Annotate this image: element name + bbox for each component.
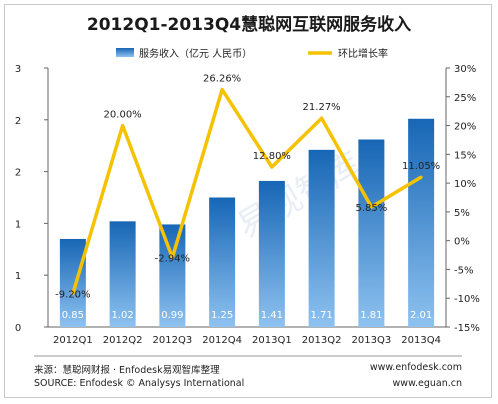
x-tick-label: 2012Q4	[202, 335, 242, 346]
bar-value-label: 1.81	[360, 310, 382, 321]
growth-rate-point	[71, 292, 75, 296]
bar	[59, 238, 86, 327]
right-tick-label: -5%	[454, 265, 473, 276]
left-tick-label: 3	[15, 64, 21, 75]
bar-value-label: 1.02	[111, 310, 133, 321]
bar	[159, 224, 186, 327]
left-tick-label: 1	[15, 271, 21, 282]
growth-rate-label: 11.05%	[402, 161, 440, 172]
growth-rate-label: 20.00%	[104, 110, 142, 121]
growth-rate-label: -9.20%	[55, 290, 90, 301]
right-tick-label: -15%	[454, 323, 480, 334]
bar	[358, 139, 385, 327]
growth-rate-label: 12.80%	[253, 151, 291, 162]
right-tick-label: -10%	[454, 294, 480, 305]
x-tick-label: 2012Q3	[153, 335, 193, 346]
x-tick-label: 2013Q1	[252, 335, 292, 346]
growth-rate-label: -2.94%	[155, 254, 190, 265]
bar-value-label: 0.99	[161, 310, 183, 321]
right-tick-label: 0%	[454, 237, 470, 248]
growth-rate-label: 5.85%	[355, 203, 387, 214]
growth-rate-point	[220, 88, 224, 92]
x-tick-label: 2013Q4	[401, 335, 441, 346]
legend-line-label: 环比增长率	[338, 47, 388, 60]
chart-title: 2012Q1-2013Q4慧聪网互联网服务收入	[86, 15, 412, 35]
growth-rate-label: 21.27%	[303, 102, 341, 113]
bar	[408, 118, 435, 327]
source-en: SOURCE: Enfodesk © Analysys Internationa…	[34, 378, 245, 389]
left-tick-label: 2	[15, 168, 21, 179]
site-eguan: www.eguan.cn	[392, 378, 462, 389]
growth-rate-point	[320, 116, 324, 120]
left-tick-label: 1	[15, 219, 21, 230]
x-tick-label: 2013Q2	[302, 335, 342, 346]
growth-rate-line	[71, 87, 423, 295]
legend-bar-swatch	[116, 48, 134, 57]
growth-rate-point	[170, 256, 174, 260]
bar	[209, 197, 236, 327]
bar	[258, 180, 285, 327]
watermark: 易观智库	[231, 144, 369, 247]
site-enfodesk: www.enfodesk.com	[369, 362, 462, 373]
right-tick-label: 10%	[454, 179, 476, 190]
growth-rate-point	[419, 175, 423, 179]
bar	[308, 149, 335, 327]
legend-bar-label: 服务收入（亿元 人民币）	[139, 47, 252, 60]
right-tick-label: 20%	[454, 122, 476, 133]
growth-rate-point	[369, 205, 373, 209]
bar-value-label: 1.41	[261, 310, 283, 321]
x-tick-label: 2012Q2	[103, 335, 143, 346]
growth-rate-label: 26.26%	[203, 74, 241, 85]
bar-value-label: 2.01	[410, 310, 432, 321]
growth-rate-point	[270, 165, 274, 169]
x-tick-label: 2012Q1	[53, 335, 93, 346]
source-cn: 来源：慧聪网财报 · Enfodesk易观智库整理	[34, 365, 220, 376]
right-tick-label: 15%	[454, 150, 476, 161]
bar-value-label: 1.25	[211, 310, 233, 321]
right-tick-label: 25%	[454, 93, 476, 104]
right-tick-label: 5%	[454, 208, 470, 219]
bar-value-label: 1.71	[310, 310, 332, 321]
right-tick-label: 30%	[454, 64, 476, 75]
growth-rate-point	[121, 124, 125, 128]
left-tick-label: 2	[15, 116, 21, 127]
x-tick-label: 2013Q3	[352, 335, 392, 346]
bar-value-label: 0.85	[62, 310, 84, 321]
chart-frame	[4, 4, 492, 398]
left-tick-label: 0	[15, 323, 21, 334]
bar	[109, 221, 136, 327]
